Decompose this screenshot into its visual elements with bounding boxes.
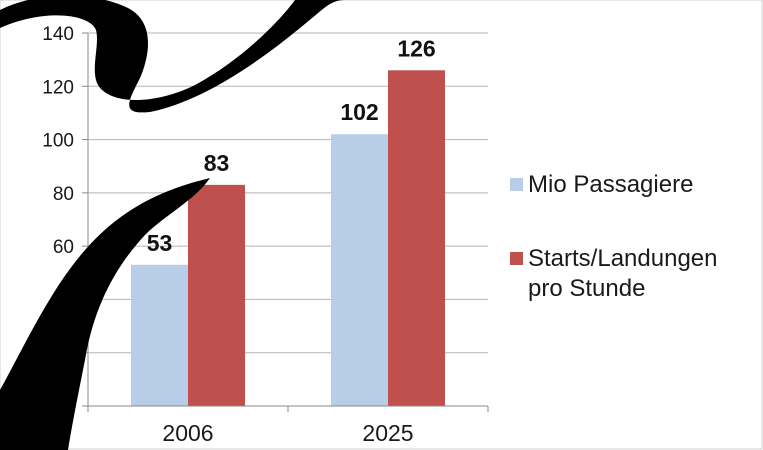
x-tick-label: 2025 [362,420,413,446]
legend-swatch [510,252,523,265]
bar-starts-landungen-2025 [388,70,445,407]
bars [131,70,445,407]
bar-starts-landungen-2006 [188,184,245,406]
data-label: 102 [340,99,378,125]
y-tick-label: 60 [53,237,74,258]
overlay-scribble [0,0,345,450]
x-tick-labels: 2006 2025 [162,420,413,446]
legend-label: Mio Passagiere [528,171,693,198]
y-tick-label: 140 [42,24,74,45]
y-tick-label: 120 [42,77,74,98]
y-tick-label: 100 [42,131,74,152]
x-tick-label: 2006 [162,420,213,446]
legend-swatch [510,178,523,191]
bar-mio-passagiere-2006 [131,264,188,406]
legend: Mio Passagiere Starts/Landungen pro Stunde [510,171,717,302]
legend-label: Starts/Landungen [528,245,717,272]
data-label: 53 [147,230,173,256]
data-label: 126 [397,35,435,61]
legend-label: pro Stunde [528,275,645,302]
data-labels: 53 83 102 126 [147,35,436,255]
data-label: 83 [204,150,230,176]
bar-mio-passagiere-2025 [331,134,388,406]
y-tick-label: 80 [53,184,74,205]
